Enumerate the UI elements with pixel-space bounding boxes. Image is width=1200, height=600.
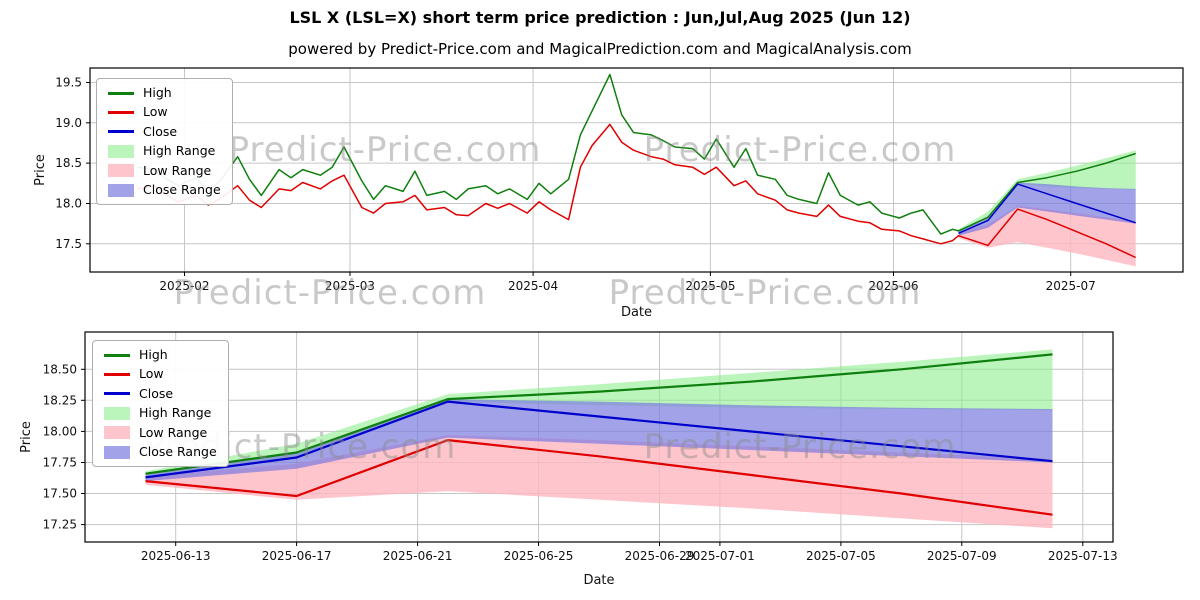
legend-label: Close	[139, 385, 174, 401]
legend-item-close-range: Close Range	[104, 443, 217, 459]
x-tick-label: 2025-06	[868, 279, 918, 293]
price-history-chart: 2025-02 2025-03 2025-04 2025-05 2025-06 2025-…	[33, 67, 1184, 318]
legend-item-high: High	[108, 85, 221, 100]
series-close	[958, 183, 1136, 234]
y-tick-label: 18.5	[55, 156, 82, 170]
band-close-range	[145, 399, 1053, 482]
legend-patch-swatch	[108, 183, 134, 197]
series-low	[137, 123, 1137, 259]
series-low	[145, 438, 1053, 516]
series-high	[145, 353, 1053, 475]
legend-label: High	[143, 85, 172, 100]
band-high-range	[958, 150, 1136, 234]
plot-border	[89, 67, 1184, 273]
legend-item-high-range: High Range	[108, 143, 221, 159]
legend-label: Low Range	[139, 424, 208, 440]
y-tick-label: 17.25	[43, 518, 77, 532]
legend-item-close-range: Close Range	[108, 181, 221, 197]
y-tick-label: 18.50	[43, 362, 77, 376]
legend-label: Low	[139, 366, 164, 382]
legend-item-low-range: Low Range	[108, 162, 221, 178]
legend-line-swatch	[104, 353, 130, 357]
x-tick-label: 2025-03	[325, 279, 375, 293]
y-tick-label: 18.00	[43, 424, 77, 438]
legend-line-swatch	[104, 392, 130, 396]
y-tick-label: 18.0	[55, 197, 82, 211]
x-tick-label: 2025-06-13	[141, 549, 211, 563]
legend-patch-swatch	[108, 164, 134, 178]
legend-line-swatch	[108, 91, 134, 95]
band-low-range	[145, 435, 1053, 529]
legend-line-swatch	[108, 130, 134, 134]
page-subtitle: powered by Predict-Price.com and Magical…	[288, 40, 912, 58]
legend-label: High Range	[139, 405, 212, 421]
y-tick-label: 17.75	[43, 456, 77, 470]
legend-patch-swatch	[108, 144, 134, 158]
legend-top: High Low Close High Range Low Range Close Ran…	[96, 78, 233, 206]
legend-patch-swatch	[104, 406, 130, 420]
series-close	[145, 400, 1053, 479]
legend-label: Close Range	[143, 181, 221, 197]
y-axis-label: Price	[19, 421, 34, 453]
series-high	[137, 73, 1136, 235]
legend-item-low: Low	[108, 104, 221, 120]
legend-item-high-range: High Range	[104, 405, 217, 421]
plot-content	[145, 349, 1053, 529]
x-tick-label: 2025-06-21	[383, 549, 453, 563]
legend-label: Low	[143, 104, 168, 120]
band-low-range	[958, 205, 1136, 267]
legend-line-swatch	[108, 111, 134, 115]
legend-label: High Range	[143, 143, 216, 159]
x-tick-label: 2025-06-29	[625, 549, 695, 563]
legend-label: Low Range	[143, 162, 212, 178]
legend-item-close: Close	[104, 385, 217, 401]
legend-label: Close Range	[139, 443, 217, 459]
y-tick-label: 19.0	[55, 116, 82, 130]
x-tick-label: 2025-07-13	[1048, 549, 1118, 563]
legend-item-low-range: Low Range	[104, 424, 217, 440]
x-tick-label: 2025-07-01	[685, 549, 755, 563]
x-tick-label: 2025-07-05	[806, 549, 876, 563]
forecast-detail-chart: 2025-06-13 2025-06-17 2025-06-21 2025-06-25…	[19, 331, 1118, 588]
legend-patch-swatch	[104, 445, 130, 459]
plot-border	[84, 331, 1114, 543]
x-axis-label: Date	[621, 305, 652, 318]
legend-bottom: High Low Close High Range Low Range Close Ran…	[92, 340, 229, 468]
page-title: LSL X (LSL=X) short term price predictio…	[289, 8, 911, 27]
legend-patch-swatch	[104, 426, 130, 440]
legend-line-swatch	[104, 373, 130, 377]
y-tick-label: 17.5	[55, 237, 82, 251]
x-tick-label: 2025-02	[159, 279, 209, 293]
legend-label: High	[139, 347, 168, 362]
x-tick-label: 2025-06-17	[262, 549, 332, 563]
x-tick-label: 2025-06-25	[504, 549, 574, 563]
legend-item-high: High	[104, 347, 217, 362]
y-tick-label: 18.25	[43, 393, 77, 407]
legend-item-low: Low	[104, 366, 217, 382]
band-close-range	[958, 182, 1136, 236]
y-tick-label: 19.5	[55, 76, 82, 90]
x-tick-label: 2025-05	[685, 279, 735, 293]
legend-label: Close	[143, 123, 178, 139]
legend-item-close: Close	[108, 123, 221, 139]
x-axis-label: Date	[583, 573, 614, 588]
x-tick-label: 2025-07-09	[927, 549, 997, 563]
x-tick-label: 2025-07	[1046, 279, 1096, 293]
plot-content	[137, 73, 1137, 267]
x-tick-label: 2025-04	[508, 279, 558, 293]
y-axis-label: Price	[33, 154, 48, 186]
y-tick-label: 17.50	[43, 487, 77, 501]
band-high-range	[145, 349, 1053, 478]
